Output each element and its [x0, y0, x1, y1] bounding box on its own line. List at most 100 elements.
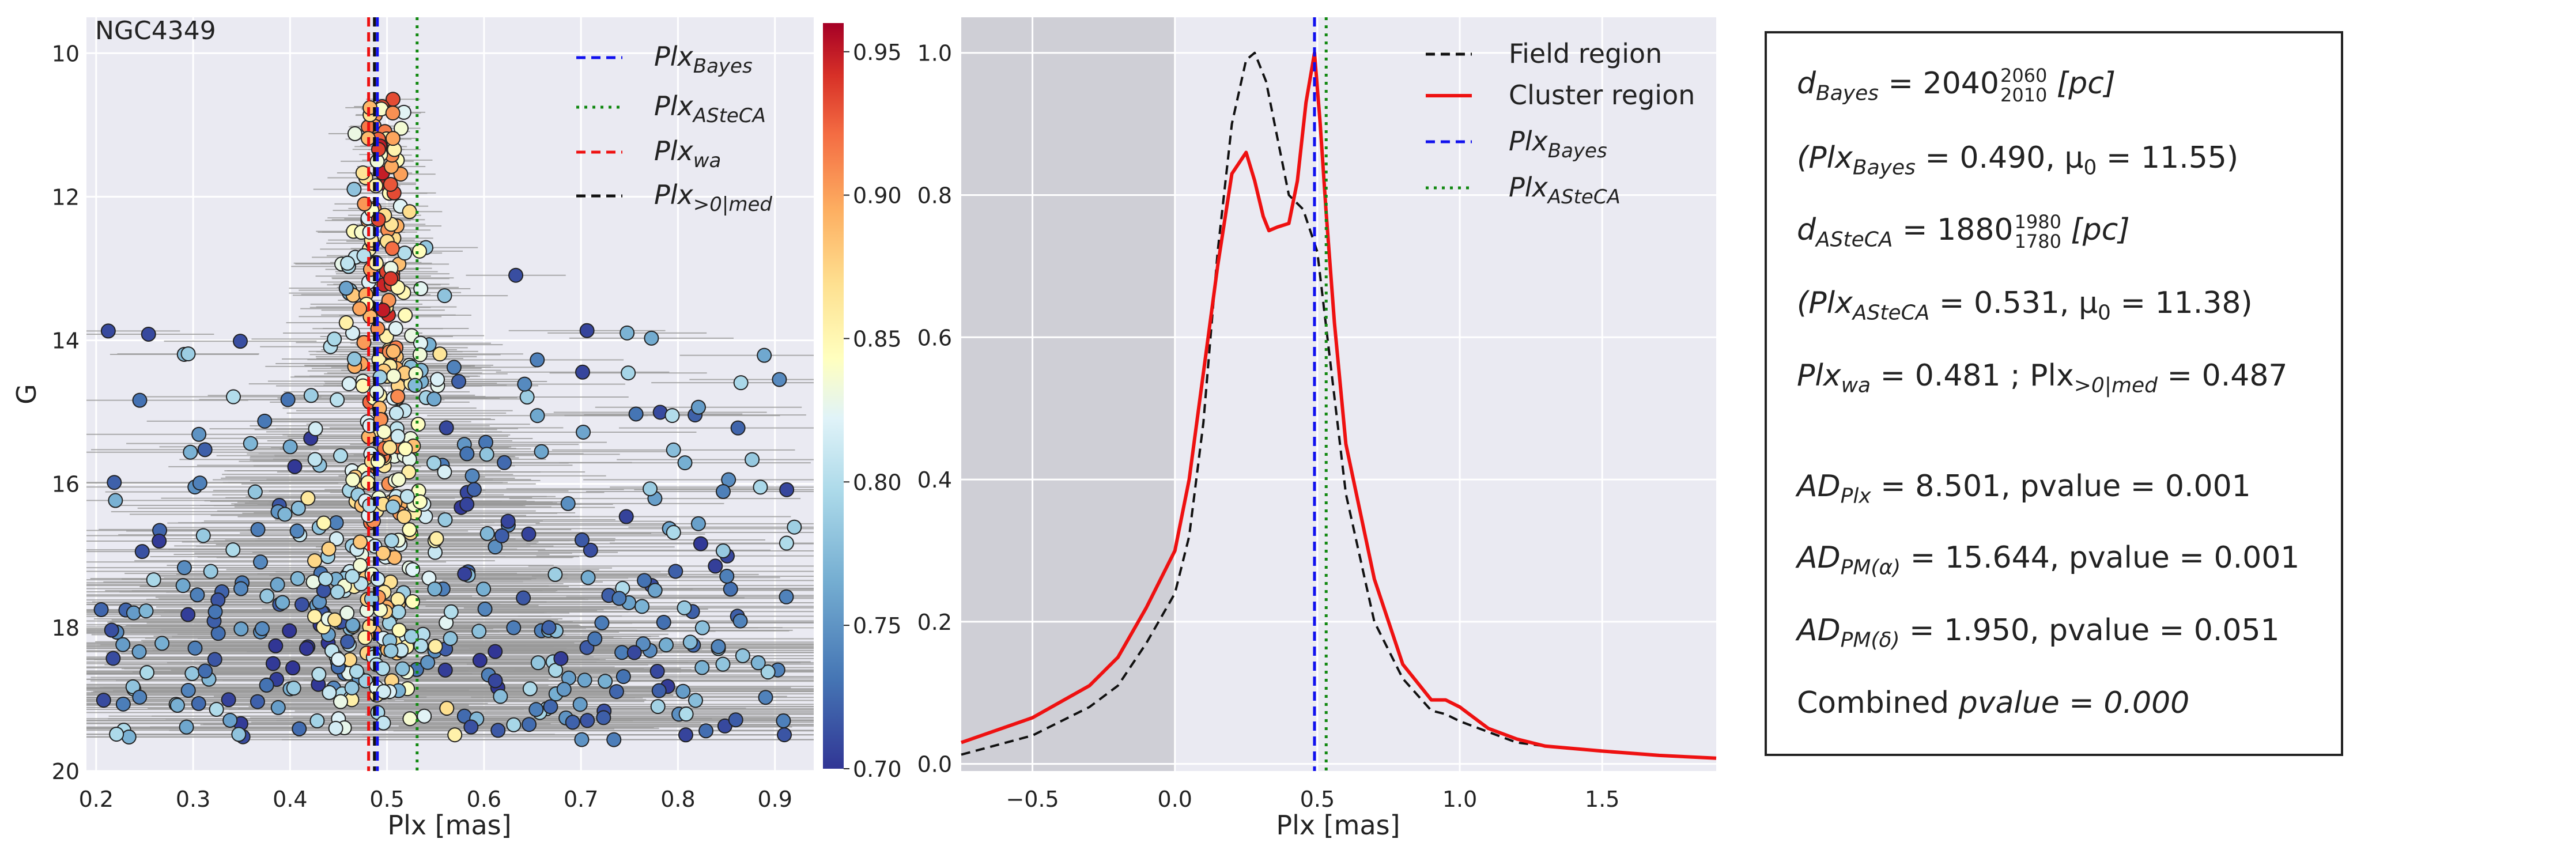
scatter-point: [292, 721, 307, 736]
scatter-point: [294, 597, 309, 613]
kde-y-tick-label: 0.0: [917, 752, 952, 777]
scatter-point: [376, 545, 391, 561]
colorbar-tick-label: 0.75: [853, 613, 902, 638]
scatter-point: [758, 690, 773, 705]
scatter-point: [309, 713, 325, 728]
scatter-point: [391, 604, 406, 620]
plx-bayes-symbol: (Plx: [1797, 141, 1853, 175]
scatter-point: [587, 631, 603, 647]
scatter-point: [328, 720, 343, 736]
scatter-point: [183, 444, 198, 460]
ad-pma-value: = 15.644, pvalue = 0.001: [1901, 541, 2300, 575]
scatter-point: [300, 490, 316, 506]
d-bayes-value: = 2040: [1878, 66, 1999, 101]
scatter-point: [399, 489, 415, 504]
scatter-point: [401, 464, 417, 480]
scatter-point: [547, 566, 563, 582]
scatter-point: [577, 672, 592, 688]
scatter-point: [472, 652, 488, 668]
scatter-point: [723, 581, 738, 597]
scatter-point: [176, 560, 192, 576]
scatter-point: [203, 564, 218, 579]
plx-wa-subscript: wa: [1841, 373, 1871, 398]
scatter-point: [385, 499, 401, 515]
scatter-point: [757, 347, 772, 363]
scatter-point: [197, 442, 213, 458]
scatter-point: [327, 331, 342, 347]
scatter-point: [353, 558, 368, 573]
plx-asteca-value: = 0.531, μ: [1929, 286, 2098, 320]
scatter-point: [628, 406, 644, 422]
summary-box: dBayes = 2040 2060 2010 [pc] (PlxBayes = 0…: [1765, 31, 2343, 756]
scatter-point: [412, 243, 428, 259]
scatter-point: [530, 352, 545, 368]
scatter-point: [388, 321, 403, 337]
scatter-point: [141, 326, 156, 342]
scatter-point: [730, 420, 746, 436]
scatter-point: [233, 581, 249, 596]
scatter-point: [331, 652, 346, 667]
scatter-point: [386, 343, 401, 359]
kde-y-tick-label: 0.2: [917, 610, 952, 635]
scatter-point: [305, 574, 321, 590]
scatter-point: [376, 684, 391, 700]
scatter-point: [390, 429, 406, 444]
scatter-point: [647, 583, 663, 598]
scatter-point: [257, 413, 273, 429]
scatter-point: [385, 105, 401, 121]
scatter-title: NGC4349: [95, 16, 216, 46]
scatter-point: [636, 636, 651, 652]
plx-asteca-symbol: (Plx: [1797, 286, 1853, 320]
scatter-point: [311, 667, 327, 682]
scatter-point: [391, 622, 407, 638]
scatter-point: [500, 513, 516, 529]
scatter-point: [232, 334, 248, 349]
scatter-point: [138, 603, 154, 619]
scatter-point: [779, 535, 794, 551]
scatter-point: [344, 680, 360, 696]
colorbar: 0.70 0.75 0.80 0.85 0.90 0.95: [823, 23, 902, 782]
scatter-point: [508, 267, 524, 283]
scatter-x-tick-label: 0.3: [176, 787, 210, 812]
scatter-point: [494, 528, 509, 543]
colorbar-tick-label: 0.90: [853, 183, 902, 209]
scatter-point: [466, 482, 482, 497]
scatter-y-tick-label: 12: [52, 184, 80, 210]
scatter-point: [530, 408, 545, 424]
scatter-point: [443, 630, 458, 646]
scatter-point: [596, 710, 611, 725]
scatter-x-tick-label: 0.4: [273, 787, 307, 812]
scatter-y-tick-label: 14: [52, 328, 80, 354]
scatter-point: [105, 651, 121, 666]
scatter-point: [395, 661, 410, 677]
scatter-point: [519, 390, 535, 405]
scatter-point: [437, 662, 453, 678]
d-bayes-subscript: Bayes: [1816, 81, 1879, 105]
scatter-point: [668, 564, 683, 579]
scatter-point: [333, 694, 349, 709]
info-d-bayes: dBayes = 2040 2060 2010 [pc]: [1797, 66, 2116, 105]
scatter-x-tick-label: 0.9: [757, 787, 792, 812]
scatter-point: [109, 727, 124, 742]
scatter-x-tick-label: 0.6: [467, 787, 501, 812]
scatter-point: [429, 531, 444, 546]
scatter-y-tick-label: 18: [52, 615, 80, 641]
scatter-point: [96, 693, 111, 708]
scatter-point: [345, 617, 361, 633]
scatter-panel: 0.2 0.3 0.4 0.5 0.6 0.7 0.8 0.9 10 12 14 16 18 20 NG…: [11, 16, 814, 841]
scatter-point: [753, 479, 768, 495]
scatter-point: [386, 368, 402, 384]
scatter-point: [132, 689, 148, 705]
scatter-point: [394, 120, 409, 136]
scatter-point: [694, 620, 710, 636]
scatter-point: [446, 360, 462, 375]
scatter-x-tick-label: 0.8: [660, 787, 695, 812]
scatter-point: [541, 620, 557, 636]
scatter-point: [677, 600, 692, 615]
scatter-point: [139, 665, 155, 681]
plx-bayes-subscript: Bayes: [1852, 156, 1916, 180]
scatter-point: [243, 436, 258, 451]
scatter-point: [614, 645, 630, 660]
scatter-point: [715, 543, 731, 558]
scatter-point: [530, 655, 546, 671]
